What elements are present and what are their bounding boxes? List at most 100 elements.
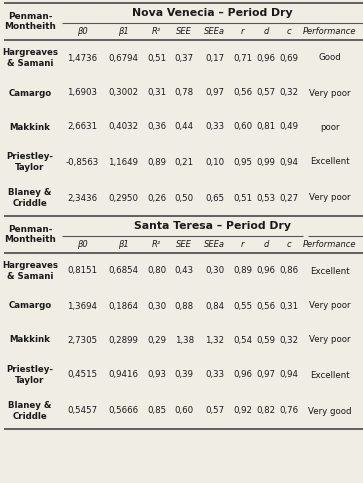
Text: 0,21: 0,21 bbox=[175, 157, 194, 167]
Text: r: r bbox=[241, 240, 244, 249]
Text: β0: β0 bbox=[77, 27, 88, 36]
Text: R²: R² bbox=[152, 240, 161, 249]
Text: Hargreaves
& Samani: Hargreaves & Samani bbox=[2, 48, 58, 68]
Text: β1: β1 bbox=[118, 240, 129, 249]
Text: 0,50: 0,50 bbox=[175, 194, 194, 202]
Text: 0,8151: 0,8151 bbox=[67, 267, 97, 275]
Text: Camargo: Camargo bbox=[8, 88, 52, 98]
Text: Priestley-
Taylor: Priestley- Taylor bbox=[7, 152, 53, 171]
Text: Penman-
Montheith: Penman- Montheith bbox=[4, 225, 56, 244]
Text: 0,1864: 0,1864 bbox=[108, 301, 138, 311]
Text: SEEa: SEEa bbox=[204, 240, 225, 249]
Text: 0,51: 0,51 bbox=[147, 54, 166, 62]
Text: 0,5457: 0,5457 bbox=[67, 407, 97, 415]
Text: 0,89: 0,89 bbox=[147, 157, 166, 167]
Text: 0,59: 0,59 bbox=[256, 336, 275, 344]
Text: SEE: SEE bbox=[176, 240, 192, 249]
Text: 1,32: 1,32 bbox=[205, 336, 224, 344]
Text: 0,80: 0,80 bbox=[147, 267, 166, 275]
Text: d: d bbox=[263, 27, 269, 36]
Text: 0,49: 0,49 bbox=[280, 123, 299, 131]
Text: 1,1649: 1,1649 bbox=[108, 157, 138, 167]
Text: 0,60: 0,60 bbox=[233, 123, 252, 131]
Text: 2,6631: 2,6631 bbox=[67, 123, 97, 131]
Text: Blaney &
Criddle: Blaney & Criddle bbox=[8, 401, 52, 421]
Text: Very poor: Very poor bbox=[309, 194, 351, 202]
Text: 0,27: 0,27 bbox=[280, 194, 299, 202]
Text: 0,31: 0,31 bbox=[147, 88, 166, 98]
Text: 0,86: 0,86 bbox=[280, 267, 299, 275]
Text: 0,82: 0,82 bbox=[256, 407, 276, 415]
Text: 0,37: 0,37 bbox=[175, 54, 194, 62]
Text: Good: Good bbox=[318, 54, 341, 62]
Text: 0,30: 0,30 bbox=[205, 267, 224, 275]
Text: 0,4515: 0,4515 bbox=[67, 370, 97, 380]
Text: 0,32: 0,32 bbox=[280, 336, 299, 344]
Text: 0,30: 0,30 bbox=[147, 301, 166, 311]
Text: R²: R² bbox=[152, 27, 161, 36]
Text: 0,9416: 0,9416 bbox=[108, 370, 138, 380]
Text: 1,3694: 1,3694 bbox=[68, 301, 97, 311]
Text: 0,6794: 0,6794 bbox=[108, 54, 138, 62]
Text: 0,51: 0,51 bbox=[233, 194, 252, 202]
Text: 0,29: 0,29 bbox=[147, 336, 166, 344]
Text: Blaney &
Criddle: Blaney & Criddle bbox=[8, 188, 52, 208]
Text: Excellent: Excellent bbox=[310, 370, 350, 380]
Text: 0,69: 0,69 bbox=[280, 54, 299, 62]
Text: 1,38: 1,38 bbox=[175, 336, 194, 344]
Text: 0,78: 0,78 bbox=[175, 88, 194, 98]
Text: r: r bbox=[241, 27, 244, 36]
Text: poor: poor bbox=[320, 123, 340, 131]
Text: 0,55: 0,55 bbox=[233, 301, 252, 311]
Text: SEE: SEE bbox=[176, 27, 192, 36]
Text: 0,2899: 0,2899 bbox=[108, 336, 138, 344]
Text: 0,53: 0,53 bbox=[256, 194, 276, 202]
Text: 0,57: 0,57 bbox=[205, 407, 224, 415]
Text: 0,44: 0,44 bbox=[175, 123, 194, 131]
Text: 0,33: 0,33 bbox=[205, 123, 224, 131]
Text: 0,71: 0,71 bbox=[233, 54, 252, 62]
Text: 0,56: 0,56 bbox=[233, 88, 252, 98]
Text: 0,96: 0,96 bbox=[256, 54, 275, 62]
Text: 0,4032: 0,4032 bbox=[108, 123, 138, 131]
Text: Santa Teresa – Period Dry: Santa Teresa – Period Dry bbox=[134, 221, 291, 231]
Text: 0,26: 0,26 bbox=[147, 194, 166, 202]
Text: Very poor: Very poor bbox=[309, 336, 351, 344]
Text: 0,60: 0,60 bbox=[175, 407, 194, 415]
Text: 0,89: 0,89 bbox=[233, 267, 252, 275]
Text: Priestley-
Taylor: Priestley- Taylor bbox=[7, 365, 53, 384]
Text: 0,32: 0,32 bbox=[280, 88, 299, 98]
Text: c: c bbox=[287, 27, 291, 36]
Text: Nova Venecia – Period Dry: Nova Venecia – Period Dry bbox=[132, 8, 293, 18]
Text: 0,81: 0,81 bbox=[256, 123, 276, 131]
Text: 0,93: 0,93 bbox=[147, 370, 166, 380]
Text: Very poor: Very poor bbox=[309, 88, 351, 98]
Text: 0,88: 0,88 bbox=[175, 301, 194, 311]
Text: β0: β0 bbox=[77, 240, 88, 249]
Text: 0,57: 0,57 bbox=[256, 88, 276, 98]
Text: 0,43: 0,43 bbox=[175, 267, 194, 275]
Text: 0,84: 0,84 bbox=[205, 301, 224, 311]
Text: 0,3002: 0,3002 bbox=[108, 88, 138, 98]
Text: 0,92: 0,92 bbox=[233, 407, 252, 415]
Text: Excellent: Excellent bbox=[310, 157, 350, 167]
Text: 0,97: 0,97 bbox=[256, 370, 275, 380]
Text: 0,56: 0,56 bbox=[256, 301, 276, 311]
Text: -0,8563: -0,8563 bbox=[66, 157, 99, 167]
Text: 0,65: 0,65 bbox=[205, 194, 224, 202]
Text: Makkink: Makkink bbox=[9, 123, 50, 131]
Text: 1,6903: 1,6903 bbox=[68, 88, 97, 98]
Text: Excellent: Excellent bbox=[310, 267, 350, 275]
Text: SEEa: SEEa bbox=[204, 27, 225, 36]
Text: 0,33: 0,33 bbox=[205, 370, 224, 380]
Text: Very poor: Very poor bbox=[309, 301, 351, 311]
Text: 0,54: 0,54 bbox=[233, 336, 252, 344]
Text: 0,17: 0,17 bbox=[205, 54, 224, 62]
Text: 0,94: 0,94 bbox=[280, 370, 299, 380]
Text: Performance: Performance bbox=[303, 240, 356, 249]
Text: 0,96: 0,96 bbox=[256, 267, 275, 275]
Text: 0,6854: 0,6854 bbox=[108, 267, 138, 275]
Text: Makkink: Makkink bbox=[9, 336, 50, 344]
Text: 0,39: 0,39 bbox=[175, 370, 194, 380]
Text: 0,36: 0,36 bbox=[147, 123, 166, 131]
